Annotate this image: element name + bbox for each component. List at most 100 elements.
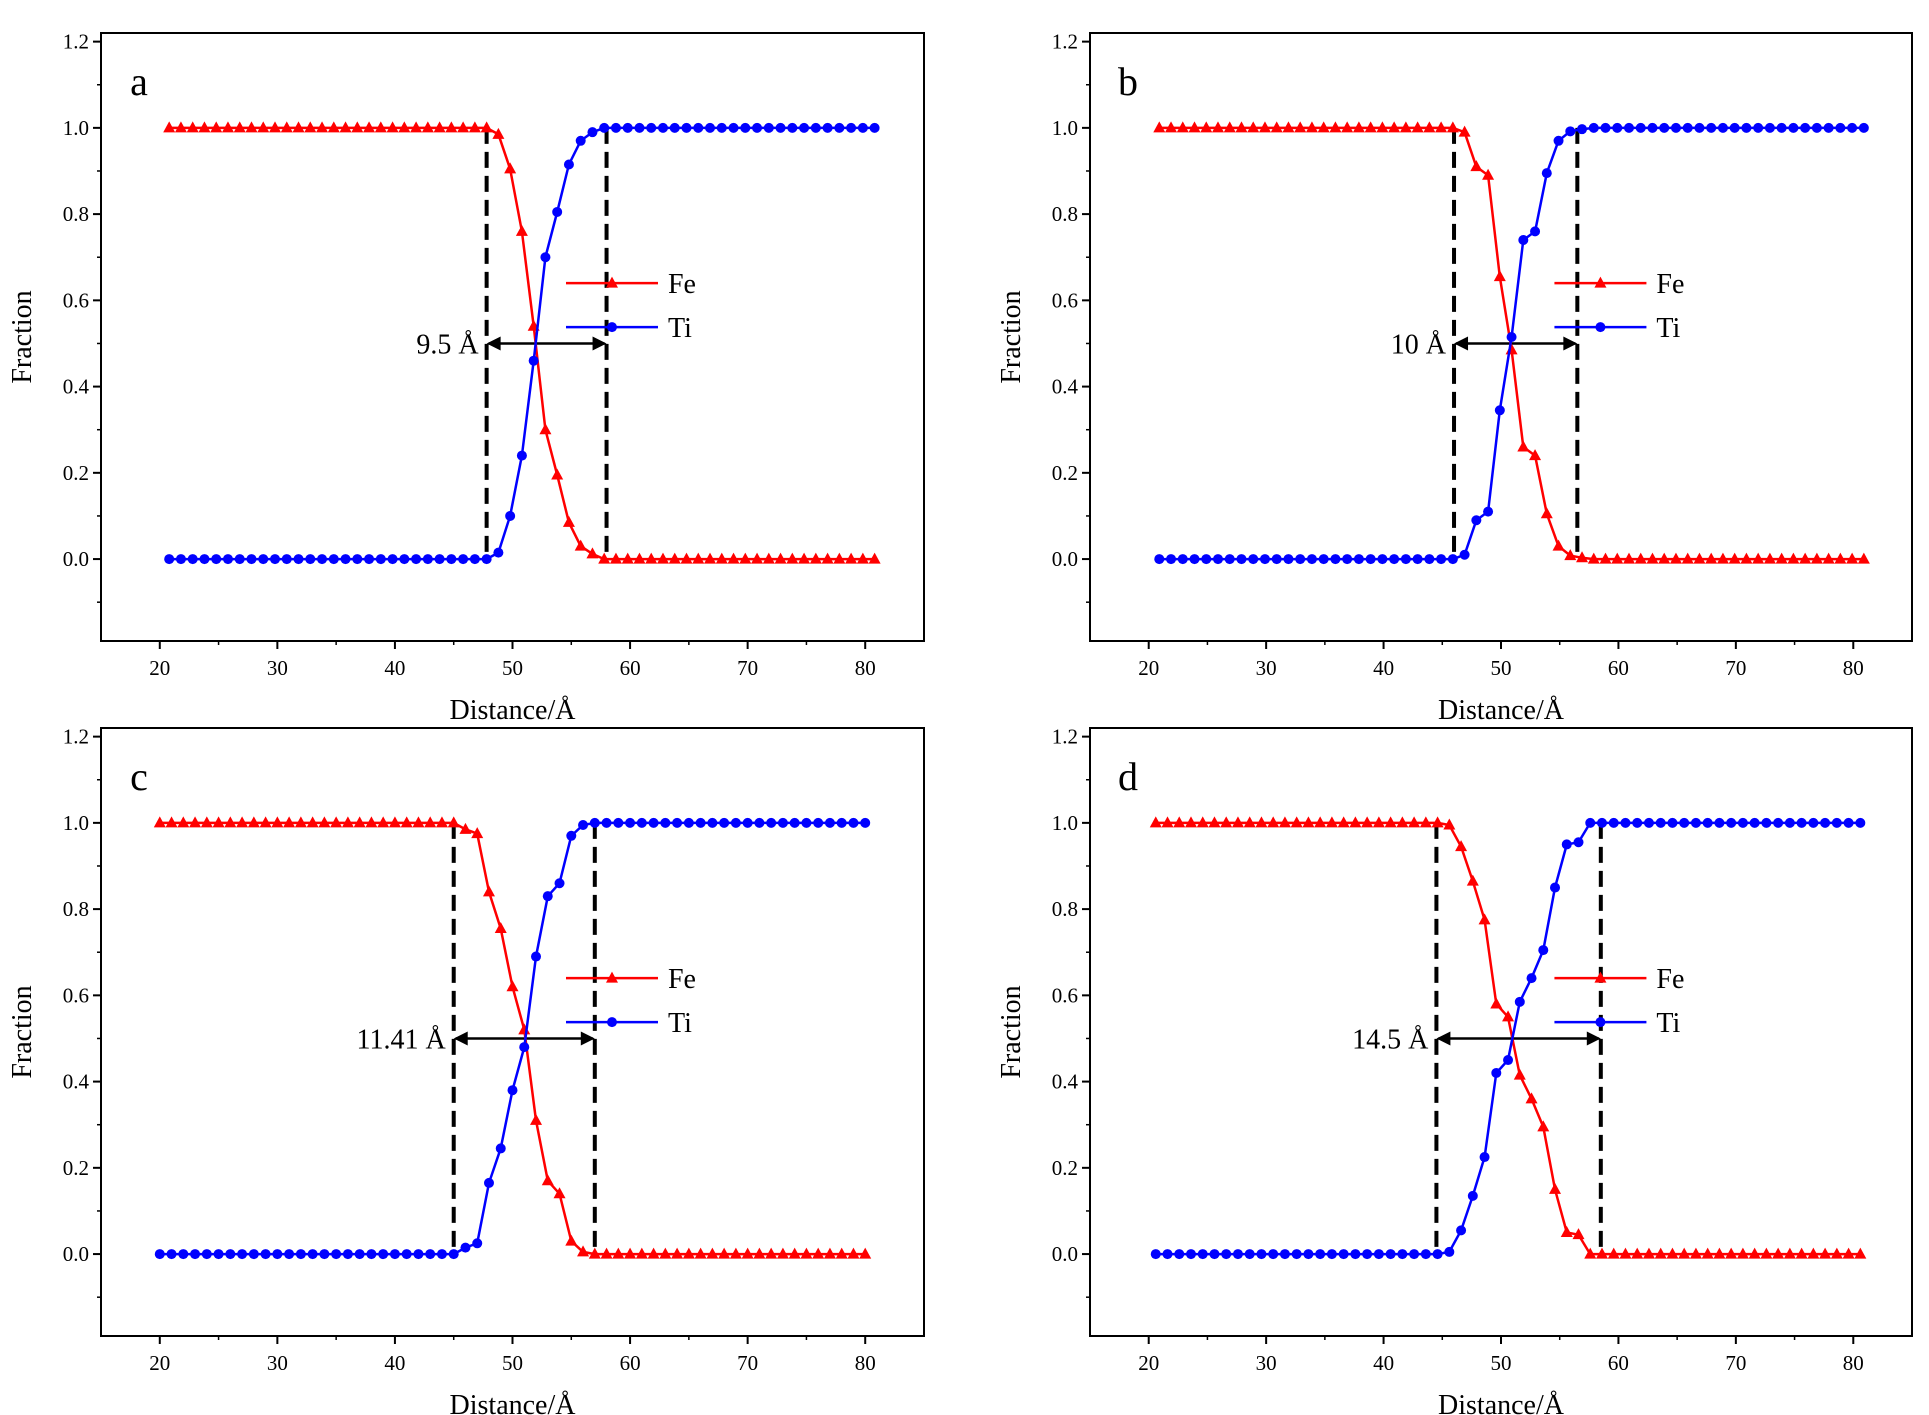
data-point-ti (516, 450, 527, 461)
data-point-fe (1752, 552, 1765, 564)
data-point-ti (1573, 837, 1584, 848)
data-point-ti (613, 817, 624, 828)
data-point-ti (824, 817, 835, 828)
data-point-ti (284, 1249, 295, 1260)
y-tick-label: 1.2 (1052, 725, 1078, 749)
data-point-fe (1772, 1247, 1785, 1259)
data-point-ti (648, 817, 659, 828)
data-point-fe (1549, 1182, 1562, 1194)
x-tick-label: 30 (267, 1351, 288, 1375)
data-point-fe (856, 552, 869, 564)
data-point-fe (221, 121, 234, 133)
data-point-fe (1783, 1247, 1796, 1259)
y-tick-label: 0.8 (1052, 202, 1078, 226)
data-point-fe (494, 922, 507, 934)
data-point-fe (786, 552, 799, 564)
data-point-ti (1174, 1249, 1185, 1260)
data-point-fe (224, 816, 237, 828)
data-point-fe (306, 816, 319, 828)
data-point-fe (1341, 121, 1354, 133)
data-point-ti (707, 817, 718, 828)
data-point-fe (1466, 874, 1479, 886)
data-point-ti (328, 554, 339, 565)
data-point-fe (386, 121, 399, 133)
data-point-ti (1679, 817, 1690, 828)
data-point-ti (305, 554, 316, 565)
data-point-fe (765, 1247, 778, 1259)
data-point-ti (1326, 1249, 1337, 1260)
data-point-ti (1185, 1249, 1196, 1260)
data-point-ti (1306, 554, 1317, 565)
data-point-ti (1659, 122, 1670, 133)
data-point-fe (1634, 552, 1647, 564)
data-point-ti (401, 1249, 412, 1260)
legend-label-fe: Fe (1656, 269, 1684, 300)
data-point-fe (1196, 816, 1209, 828)
data-point-fe (1408, 816, 1421, 828)
y-tick-label: 0.0 (63, 1242, 89, 1266)
data-point-ti (1197, 1249, 1208, 1260)
data-point-fe (847, 1247, 860, 1259)
data-point-fe (1470, 160, 1483, 172)
data-point-ti (848, 817, 859, 828)
data-point-fe (353, 816, 366, 828)
data-point-fe (1795, 1247, 1808, 1259)
data-point-fe (553, 1187, 566, 1199)
data-point-fe (1161, 816, 1174, 828)
data-point-ti (1553, 135, 1564, 146)
data-point-fe (1376, 121, 1389, 133)
data-point-ti (281, 554, 292, 565)
data-point-fe (1834, 552, 1847, 564)
data-point-ti (1150, 1249, 1161, 1260)
data-point-fe (1689, 1247, 1702, 1259)
data-point-ti (1318, 554, 1329, 565)
data-point-fe (457, 121, 470, 133)
legend-marker-fe (1594, 276, 1607, 288)
data-point-fe (1525, 1092, 1538, 1104)
data-point-ti (834, 122, 845, 133)
data-point-fe (776, 1247, 789, 1259)
data-point-ti (1706, 122, 1717, 133)
data-point-fe (400, 816, 413, 828)
data-point-fe (459, 822, 472, 834)
data-point-fe (1435, 121, 1448, 133)
data-point-ti (1588, 122, 1599, 133)
data-point-fe (800, 1247, 813, 1259)
data-point-ti (178, 1249, 189, 1260)
data-point-ti (789, 817, 800, 828)
data-point-fe (1231, 816, 1244, 828)
data-point-ti (1843, 817, 1854, 828)
data-point-ti (166, 1249, 177, 1260)
data-point-ti (1209, 1249, 1220, 1260)
data-point-ti (1154, 554, 1165, 565)
data-point-ti (681, 122, 692, 133)
data-point-ti (1717, 122, 1728, 133)
data-point-fe (1361, 816, 1374, 828)
data-point-fe (551, 468, 564, 480)
data-point-fe (624, 1247, 637, 1259)
data-point-ti (589, 817, 600, 828)
data-point-ti (1690, 817, 1701, 828)
data-point-fe (247, 816, 260, 828)
data-point-fe (1736, 1247, 1749, 1259)
data-point-ti (1447, 554, 1458, 565)
data-point-ti (1526, 973, 1537, 984)
data-point-fe (280, 121, 293, 133)
panel-c: 20 30 40 50 60 70 80 0.0 0.2 0.4 0.6 0.8 1.0 1.2 Dista… (7, 725, 925, 1415)
data-point-ti (378, 1249, 389, 1260)
data-point-ti (1397, 1249, 1408, 1260)
data-point-ti (610, 122, 621, 133)
data-point-fe (1537, 1120, 1550, 1132)
interface-width-label: 14.5 Å (1352, 1024, 1429, 1055)
data-point-fe (1223, 121, 1236, 133)
y-tick-label: 1.2 (63, 725, 89, 749)
data-point-ti (175, 554, 186, 565)
data-point-ti (563, 159, 574, 170)
y-tick-label: 0.6 (1052, 983, 1078, 1007)
data-point-fe (1775, 552, 1788, 564)
data-point-ti (625, 817, 636, 828)
legend-label-fe: Fe (668, 269, 696, 300)
panel-label: c (130, 754, 148, 799)
data-point-fe (833, 552, 846, 564)
data-point-ti (1729, 122, 1740, 133)
